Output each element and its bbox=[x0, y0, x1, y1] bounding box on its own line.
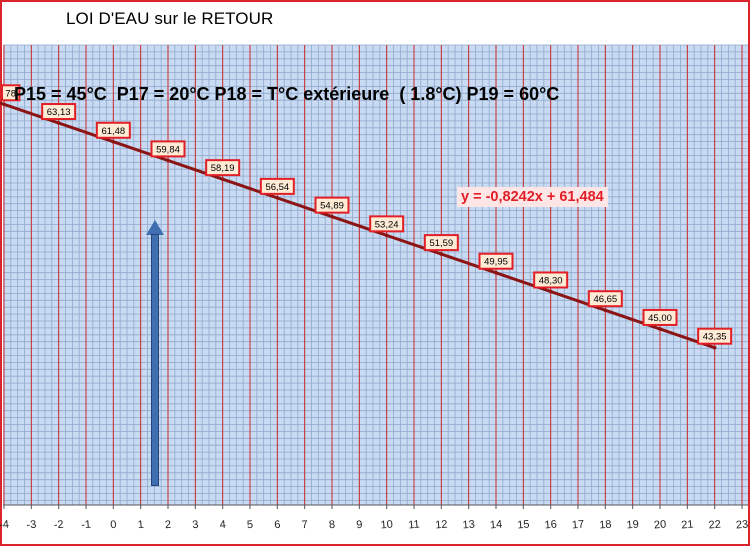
data-label: 58,19 bbox=[211, 163, 235, 174]
data-label-box bbox=[1, 84, 21, 102]
data-label: 45,00 bbox=[648, 313, 672, 324]
x-tick-label: -3 bbox=[26, 519, 37, 532]
chart-title: LOI D'EAU sur le RETOUR bbox=[66, 9, 274, 28]
x-tick-labels: -4 -3 -2 -1 0 1 2 3 4 5 6 7 8 9 10 11 12 13 14 15 16 17 18 19 20… bbox=[0, 505, 749, 532]
data-point bbox=[603, 308, 608, 313]
data-point bbox=[56, 121, 61, 125]
data-point bbox=[494, 270, 498, 275]
x-tick-label: 21 bbox=[681, 518, 694, 531]
data-label: 46,65 bbox=[593, 294, 617, 305]
data-labels: 78 63,13 61,48 59,84 58,19 56,54 54,89 53,24 51,… bbox=[1, 84, 733, 350]
data-label: 63,13 bbox=[47, 107, 71, 118]
data-label: 56,54 bbox=[265, 182, 289, 193]
x-tick-label: 18 bbox=[599, 518, 612, 531]
x-tick-label: 16 bbox=[544, 518, 557, 531]
data-label-box bbox=[369, 215, 405, 233]
x-tick-label: 20 bbox=[653, 518, 666, 531]
data-point bbox=[439, 252, 444, 256]
x-tick-label: 12 bbox=[435, 518, 448, 531]
x-tick-label: 1 bbox=[137, 519, 144, 531]
x-tick-label: 7 bbox=[301, 519, 308, 531]
up-arrow-icon bbox=[146, 220, 164, 486]
data-label: 61,48 bbox=[101, 126, 125, 137]
x-tick-label: 11 bbox=[408, 519, 420, 532]
data-label-box bbox=[41, 103, 77, 121]
minor-gridlines bbox=[3, 44, 748, 505]
data-label: 49,95 bbox=[484, 257, 508, 268]
x-tick-label: -2 bbox=[53, 519, 64, 532]
x-tick-label: 0 bbox=[110, 519, 117, 531]
parameters-text: P15 = 45°C P17 = 20°C P18 = T°C extérieu… bbox=[14, 84, 560, 104]
data-label-box bbox=[150, 140, 186, 158]
data-label: 78 bbox=[5, 88, 16, 99]
data-point bbox=[548, 289, 553, 294]
x-tick-label: 19 bbox=[626, 518, 639, 531]
data-label: 53,24 bbox=[375, 219, 399, 230]
x-tick-label: 14 bbox=[489, 518, 502, 531]
x-tick-label: 6 bbox=[274, 519, 281, 531]
x-tick-label: -4 bbox=[0, 519, 9, 532]
data-label-box bbox=[95, 121, 131, 139]
x-tick-label: 9 bbox=[356, 519, 363, 531]
data-point bbox=[658, 327, 662, 331]
data-point bbox=[220, 177, 225, 181]
data-point bbox=[712, 345, 717, 350]
major-gridlines bbox=[3, 45, 743, 505]
x-tick-label: -1 bbox=[81, 519, 92, 532]
data-label-box bbox=[478, 252, 514, 270]
data-label-box bbox=[642, 308, 678, 326]
x-tick-label: 2 bbox=[165, 519, 172, 531]
data-point bbox=[2, 102, 6, 107]
data-label: 51,59 bbox=[429, 238, 453, 249]
data-point bbox=[275, 196, 280, 200]
x-tick-label: 13 bbox=[462, 518, 475, 531]
data-label-box bbox=[259, 177, 295, 195]
data-label-box bbox=[587, 290, 623, 308]
x-tick-label: 8 bbox=[329, 519, 336, 531]
data-point bbox=[330, 214, 334, 219]
x-tick-label: 3 bbox=[192, 519, 199, 531]
data-label: 54,89 bbox=[320, 201, 344, 212]
data-label-box bbox=[314, 196, 350, 214]
data-point bbox=[384, 233, 389, 238]
x-tick-label: 17 bbox=[571, 518, 584, 531]
trendline-equation: y = -0,8242x + 61,484 bbox=[457, 187, 608, 207]
x-tick-label: 5 bbox=[247, 519, 254, 531]
x-tick-label: 10 bbox=[380, 518, 393, 531]
data-point bbox=[166, 158, 170, 163]
data-label-box bbox=[423, 234, 459, 252]
x-tick-label: 23 bbox=[735, 518, 748, 531]
x-tick-label: 4 bbox=[219, 519, 226, 531]
x-tick-label: 15 bbox=[517, 518, 530, 531]
x-tick-label: 22 bbox=[708, 518, 721, 531]
data-label-box bbox=[697, 327, 733, 345]
data-label: 59,84 bbox=[156, 144, 180, 155]
data-label: 43,35 bbox=[703, 332, 727, 343]
data-label: 48,30 bbox=[539, 275, 563, 286]
data-label-box bbox=[533, 271, 569, 289]
data-point bbox=[111, 139, 116, 144]
data-label-box bbox=[205, 159, 241, 177]
